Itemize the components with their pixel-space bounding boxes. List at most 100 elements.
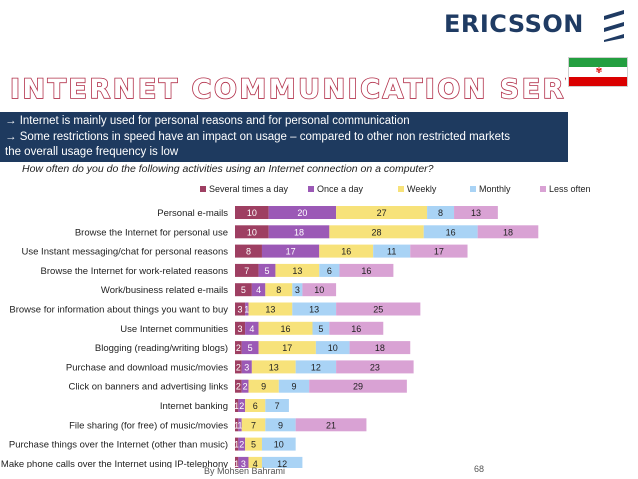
bar-segment xyxy=(315,341,350,355)
bar-segment xyxy=(261,456,303,468)
data-label: 2 xyxy=(239,440,244,450)
data-label: 17 xyxy=(282,343,292,353)
data-label: 3 xyxy=(238,305,243,315)
data-label: 2 xyxy=(239,401,244,411)
data-label: 5 xyxy=(251,440,256,450)
data-label: 5 xyxy=(265,266,270,276)
bar-segment xyxy=(238,456,249,468)
data-label: 6 xyxy=(253,401,258,411)
data-label: 9 xyxy=(278,420,283,430)
bar-segment xyxy=(248,456,262,468)
bar-segment xyxy=(241,341,259,355)
survey-question: How often do you do the following activi… xyxy=(22,163,434,175)
bar-segment xyxy=(319,244,374,258)
category-label: File sharing (for free) of music/movies xyxy=(69,420,228,431)
bar-segment xyxy=(295,360,337,374)
data-label: 1 xyxy=(238,420,243,430)
category-label: Make phone calls over the Internet using… xyxy=(1,459,228,468)
bar-segment xyxy=(329,321,384,335)
data-label: 2 xyxy=(236,382,241,392)
category-label: Personal e-mails xyxy=(157,208,228,219)
data-label: 2 xyxy=(236,362,241,372)
data-label: 6 xyxy=(327,266,332,276)
data-label: 8 xyxy=(246,247,251,257)
right-arrow-icon: → xyxy=(5,115,17,127)
svg-text:INTERNET COMMUNICATION SERVICE: INTERNET COMMUNICATION SERVICES xyxy=(10,74,566,105)
data-label: 10 xyxy=(328,343,338,353)
legend-item: Less often xyxy=(540,184,591,194)
data-label: 10 xyxy=(247,227,257,237)
data-label: 4 xyxy=(249,324,254,334)
data-label: 5 xyxy=(241,285,246,295)
bar-segment xyxy=(235,321,246,335)
bar-segment xyxy=(245,321,259,335)
data-label: 18 xyxy=(375,343,385,353)
bar-segment xyxy=(278,379,310,393)
data-label: 3 xyxy=(241,459,246,468)
data-label: 5 xyxy=(248,343,253,353)
bar-segment xyxy=(248,379,279,393)
data-label: 10 xyxy=(274,440,284,450)
category-label: Click on banners and advertising links xyxy=(69,382,229,393)
legend-item: Weekly xyxy=(398,184,437,194)
data-label: 7 xyxy=(251,420,256,430)
legend-label: Monthly xyxy=(479,184,511,194)
footer-author: By Mohsen Bahrami xyxy=(204,466,286,476)
data-label: 17 xyxy=(434,247,444,257)
bar-segment xyxy=(292,302,337,316)
bar-segment xyxy=(245,302,249,316)
legend-item: Monthly xyxy=(470,184,511,194)
bar-segment xyxy=(410,244,468,258)
bar-segment xyxy=(261,437,296,451)
data-label: 2 xyxy=(243,382,248,392)
bar-segment xyxy=(235,263,259,277)
data-label: 4 xyxy=(253,459,258,468)
bar-segment xyxy=(235,437,239,451)
bar-segment xyxy=(245,399,266,412)
data-label: 1 xyxy=(234,401,239,411)
bar-segment xyxy=(235,341,242,355)
bar-segment xyxy=(235,418,239,432)
bar-segment xyxy=(235,225,269,239)
bar-segment xyxy=(268,206,337,219)
bar-segment xyxy=(251,283,266,297)
bar-segment xyxy=(235,206,269,219)
category-label: Blogging (reading/writing blogs) xyxy=(95,343,228,354)
data-label: 18 xyxy=(503,227,513,237)
iran-flag-icon: ✾ xyxy=(568,57,628,87)
data-label: 8 xyxy=(276,285,281,295)
bar-segment xyxy=(251,360,296,374)
summary-banner: → Internet is mainly used for personal r… xyxy=(0,112,568,162)
category-label: Use Internet communities xyxy=(120,324,228,335)
category-label: Internet banking xyxy=(160,401,228,412)
data-label: 16 xyxy=(361,266,371,276)
data-label: 3 xyxy=(295,285,300,295)
bar-segment xyxy=(329,225,424,239)
bar-segment xyxy=(258,321,313,335)
data-label: 17 xyxy=(286,247,296,257)
category-label: Browse the Internet for work-related rea… xyxy=(41,266,229,277)
data-label: 28 xyxy=(372,227,382,237)
data-label: 10 xyxy=(314,285,324,295)
bar-segment xyxy=(238,399,246,412)
data-label: 3 xyxy=(238,324,243,334)
data-label: 13 xyxy=(309,305,319,315)
data-label: 2 xyxy=(236,343,241,353)
bar-segment xyxy=(241,418,266,432)
data-label: 21 xyxy=(326,420,336,430)
data-label: 13 xyxy=(471,208,481,218)
page-number: 68 xyxy=(474,464,485,474)
bar-segment xyxy=(235,302,246,316)
category-label: Browse the Internet for personal use xyxy=(75,227,228,238)
data-label: 8 xyxy=(438,208,443,218)
data-label: 9 xyxy=(291,382,296,392)
bar-segment xyxy=(258,263,276,277)
data-label: 16 xyxy=(351,324,361,334)
data-label: 23 xyxy=(370,362,380,372)
legend-label: Weekly xyxy=(407,184,437,194)
legend-label: Less often xyxy=(549,184,591,194)
ericsson-logo: ERICSSON xyxy=(444,10,584,38)
bar-segment xyxy=(336,360,414,374)
bar-segment xyxy=(319,263,340,277)
bar-segment xyxy=(265,418,296,432)
